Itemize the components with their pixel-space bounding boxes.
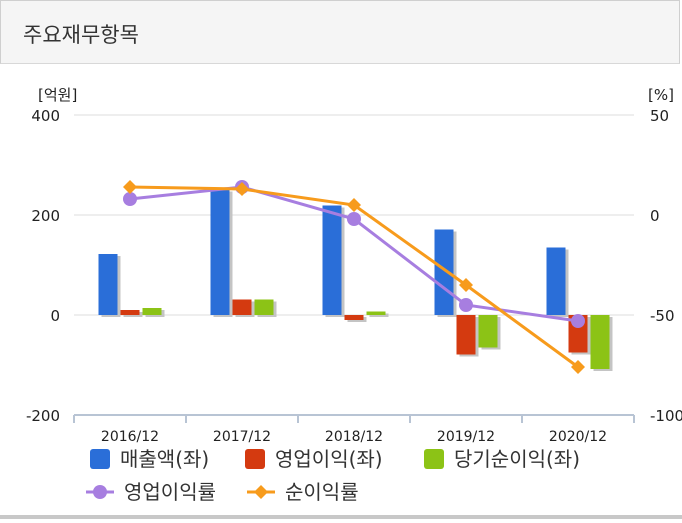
- legend-label: 영업이익률: [124, 480, 216, 504]
- bar-shadow: [369, 313, 389, 317]
- bar: [120, 310, 140, 315]
- x-tick-label: 2017/12: [213, 429, 271, 445]
- bar: [210, 189, 230, 315]
- legend-swatch: [245, 449, 265, 469]
- legend: 매출액(좌) 영업이익(좌) 당기순이익(좌) 영업이익률 순이익률: [86, 447, 580, 504]
- legend-swatch: [90, 449, 110, 469]
- right-tick-label: 0: [650, 207, 660, 225]
- left-tick-label: -200: [26, 407, 60, 425]
- right-tick-label: 50: [650, 107, 669, 125]
- x-tick-label: 2020/12: [549, 429, 607, 445]
- legend-label: 순이익률: [285, 480, 359, 504]
- line-point: [459, 278, 473, 292]
- right-tick-label: -100: [650, 407, 682, 425]
- line-point: [571, 314, 585, 328]
- left-axis-unit: [억원]: [38, 86, 77, 104]
- bottom-border: [0, 515, 682, 519]
- panel-header: 주요재무항목: [0, 0, 680, 64]
- bar: [366, 311, 386, 315]
- bar: [456, 315, 476, 355]
- bar: [322, 205, 342, 315]
- bar: [98, 254, 118, 315]
- legend-marker: [93, 485, 107, 499]
- bar: [590, 315, 610, 369]
- right-axis-unit: [%]: [648, 86, 674, 104]
- bar: [478, 315, 498, 348]
- bar: [232, 299, 252, 315]
- left-tick-label: 400: [31, 107, 60, 125]
- legend-swatch: [424, 449, 444, 469]
- left-tick-label: 0: [50, 307, 60, 325]
- legend-label: 당기순이익(좌): [454, 447, 580, 471]
- right-axis: -100 -50 0 50: [650, 107, 682, 425]
- line-point: [347, 198, 361, 212]
- bar: [142, 308, 162, 315]
- legend-label: 매출액(좌): [120, 447, 209, 471]
- bar: [344, 315, 364, 320]
- bar: [254, 299, 274, 315]
- line-point: [459, 298, 473, 312]
- line-point: [235, 182, 249, 196]
- right-tick-label: -50: [650, 307, 675, 325]
- legend-label: 영업이익(좌): [275, 447, 383, 471]
- x-tick-label: 2018/12: [325, 429, 383, 445]
- x-axis: 2016/12 2017/12 2018/12 2019/12 2020/12: [73, 414, 635, 445]
- x-tick-label: 2019/12: [437, 429, 495, 445]
- left-tick-label: 200: [31, 207, 60, 225]
- bars: [98, 189, 613, 371]
- bar: [546, 247, 566, 315]
- legend-marker: [254, 485, 268, 499]
- x-tick-label: 2016/12: [101, 429, 159, 445]
- line-point: [571, 360, 585, 374]
- line-point: [123, 180, 137, 194]
- panel-title: 주요재무항목: [23, 23, 139, 47]
- left-axis: -200 0 200 400: [26, 107, 60, 425]
- lines: [123, 180, 585, 374]
- line-point: [347, 212, 361, 226]
- line-point: [123, 192, 137, 206]
